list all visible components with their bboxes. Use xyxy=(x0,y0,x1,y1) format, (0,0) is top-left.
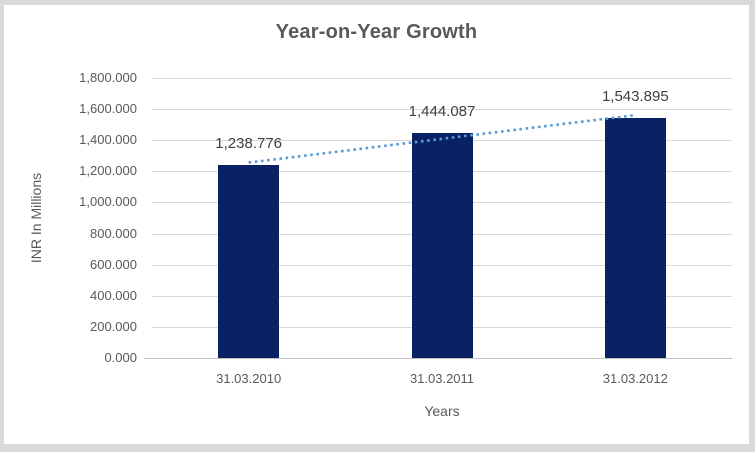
bar xyxy=(411,133,473,358)
x-axis-title: Years xyxy=(424,403,460,419)
x-axis-line xyxy=(144,358,732,359)
bar xyxy=(218,165,280,358)
gridline xyxy=(152,109,732,111)
y-tick-label: 0.000 xyxy=(104,350,137,365)
bar xyxy=(604,117,666,358)
y-tick-label: 1,400.000 xyxy=(79,132,137,148)
y-tick-label: 600.000 xyxy=(90,256,137,272)
bar-value-label: 1,444.087 xyxy=(408,103,476,121)
gridline xyxy=(152,78,732,79)
x-category-label: 31.03.2010 xyxy=(216,371,282,386)
y-tick-label: 400.000 xyxy=(90,287,137,303)
y-tick-label: 1,800.000 xyxy=(79,70,137,85)
chart-area: Year-on-Year Growth INR In Millions Year… xyxy=(4,5,749,444)
x-category-label: 31.03.2011 xyxy=(409,371,475,386)
bar-value-label: 1,238.776 xyxy=(215,135,283,153)
chart-title: Year-on-Year Growth xyxy=(275,21,478,43)
y-tick-label: 1,600.000 xyxy=(79,101,137,117)
y-tick-label: 1,200.000 xyxy=(79,163,137,179)
y-tick-label: 800.000 xyxy=(90,225,137,241)
x-category-label: 31.03.2012 xyxy=(602,371,668,386)
y-tick-label: 1,000.000 xyxy=(79,194,137,210)
y-tick-label: 200.000 xyxy=(90,318,137,334)
bar-value-label: 1,543.895 xyxy=(601,87,669,105)
